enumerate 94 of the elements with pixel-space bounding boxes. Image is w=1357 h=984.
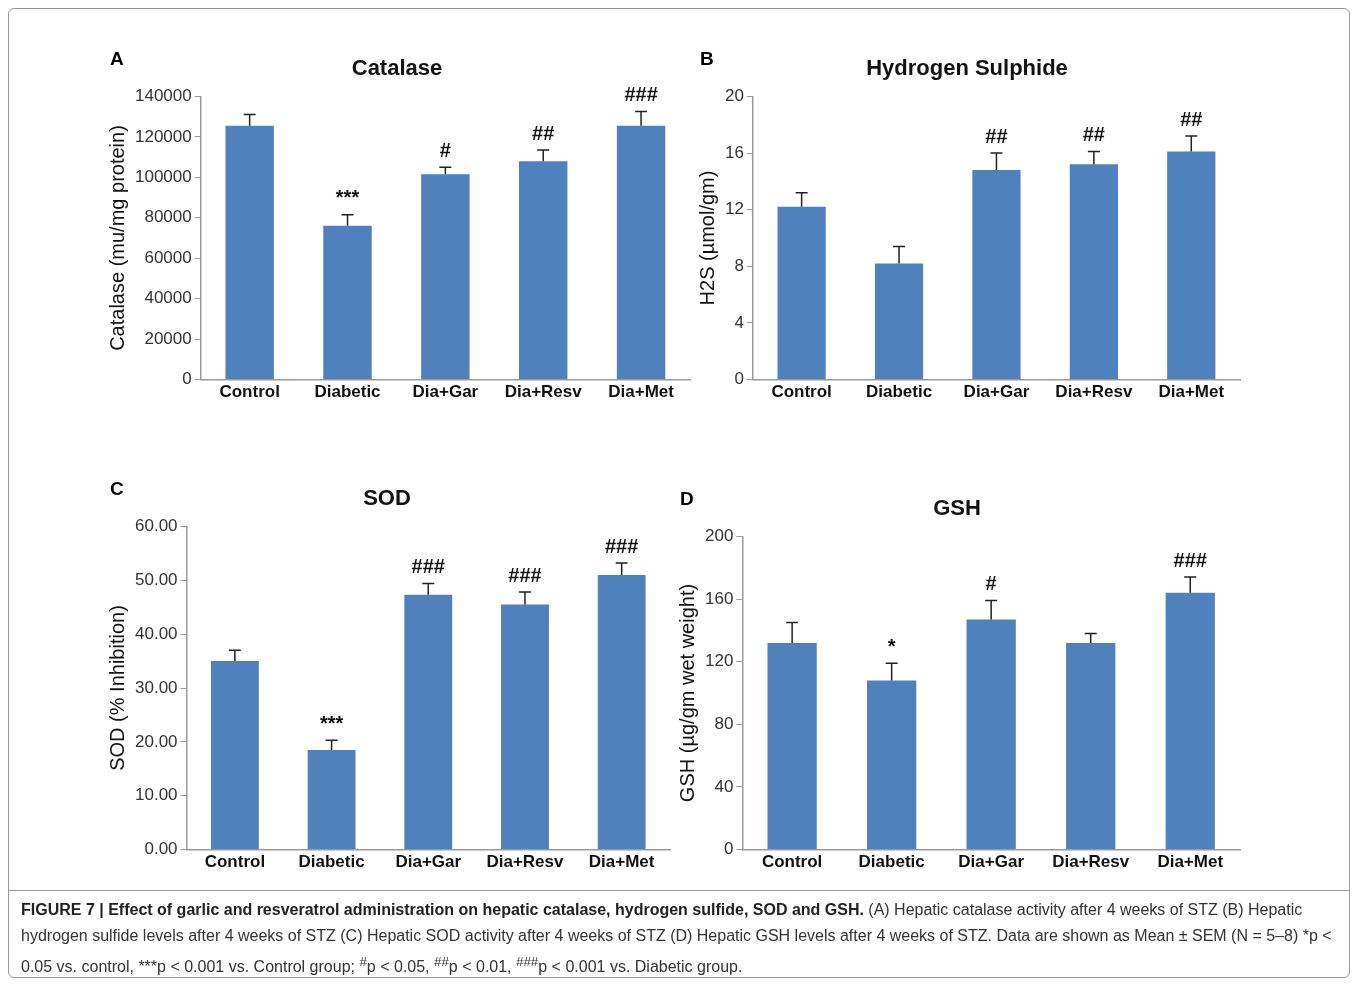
x-tick-label: Control	[771, 382, 832, 402]
bar	[867, 680, 917, 850]
bar	[519, 161, 568, 380]
data-label: ###	[1173, 548, 1207, 571]
x-tick-label: Dia+Resv	[1052, 852, 1130, 872]
data-label: ***	[335, 186, 360, 209]
x-tick-label: Diabetic	[314, 382, 381, 402]
y-tick-label: 0.00	[144, 839, 178, 859]
bar	[1167, 151, 1216, 380]
bar	[225, 125, 274, 380]
bar	[404, 594, 453, 850]
x-tick-label: Control	[204, 852, 266, 872]
text: C	[110, 477, 124, 499]
bar	[210, 661, 259, 850]
text: B	[700, 47, 714, 69]
x-tick-label: Dia+Met	[1158, 382, 1225, 402]
bar	[421, 174, 470, 380]
x-tick-label: Control	[219, 382, 280, 402]
bar	[616, 125, 666, 380]
data-label: ###	[624, 83, 658, 106]
x-tick-label: Diabetic	[298, 852, 365, 872]
y-tick-label: 0	[182, 369, 192, 389]
x-tick-label: Control	[761, 852, 823, 872]
bar	[874, 263, 924, 380]
chart-title: Catalase	[351, 55, 443, 81]
y-axis-title: SOD (% Inhibition)	[105, 605, 128, 771]
data-label: ###	[604, 534, 639, 557]
x-tick-label: Dia+Met	[1157, 852, 1224, 872]
text: FIGURE 7 | Effect of garlic and resveratrol administration on hepatic catalase, hydrogen sulfide, SOD and GSH.	[21, 901, 864, 918]
bar	[307, 749, 356, 850]
y-tick-label: 20000	[144, 328, 192, 348]
x-tick-label: Dia+Gar	[963, 382, 1030, 402]
x-tick-label: Dia+Resv	[504, 382, 583, 402]
data-label: #	[985, 572, 997, 595]
data-label: #	[439, 138, 451, 161]
x-tick-label: Dia+Gar	[412, 382, 479, 402]
bar	[767, 642, 817, 850]
bar	[1165, 592, 1215, 850]
x-tick-label: Dia+Met	[588, 852, 655, 872]
chart-title: Hydrogen Sulphide	[866, 55, 1068, 81]
y-tick-label: 40.00	[134, 623, 178, 643]
text: D	[680, 487, 694, 509]
data-label: ##	[985, 124, 1008, 147]
y-tick-label: 20.00	[134, 731, 178, 751]
bar	[323, 225, 372, 380]
y-tick-label: 80	[714, 714, 734, 734]
y-tick-label: 80000	[144, 207, 192, 227]
bar	[1069, 164, 1118, 380]
x-tick-label: Dia+Met	[608, 382, 675, 402]
y-tick-label: 100000	[134, 167, 192, 186]
data-label: ##	[532, 121, 555, 144]
y-tick-label: 0	[723, 839, 734, 859]
data-label: ###	[411, 555, 445, 578]
x-tick-label: Dia+Resv	[1055, 382, 1133, 402]
chart-title: SOD	[363, 485, 411, 511]
y-tick-label: 60000	[144, 247, 192, 267]
y-axis-title: H2S (µmol/gm)	[695, 170, 718, 306]
bar	[501, 604, 549, 850]
y-tick-label: 8	[734, 256, 744, 276]
y-tick-label: 16	[724, 142, 744, 162]
data-label: *	[887, 634, 896, 657]
y-tick-label: 12	[724, 199, 744, 219]
y-tick-label: 40000	[144, 288, 192, 308]
y-tick-label: 40	[714, 776, 734, 796]
y-tick-label: 120000	[134, 126, 192, 146]
x-tick-label: Diabetic	[865, 382, 933, 402]
y-axis-title: Catalase (mu/mg protein)	[105, 125, 128, 351]
data-label: ##	[1082, 123, 1105, 146]
y-tick-label: 0	[734, 369, 744, 389]
y-tick-label: 50.00	[134, 569, 178, 589]
x-tick-label: Dia+Gar	[958, 852, 1025, 872]
bar	[597, 574, 646, 850]
bar	[1066, 642, 1116, 850]
bar	[777, 206, 826, 380]
data-label: ##	[1180, 107, 1203, 130]
text: A	[110, 47, 124, 69]
bar	[966, 619, 1016, 850]
y-tick-label: 30.00	[134, 677, 178, 697]
chart-title: GSH	[933, 495, 981, 521]
y-axis-title: GSH (µg/gm wet weight)	[675, 583, 698, 803]
y-tick-label: 140000	[134, 86, 192, 106]
y-tick-label: 160	[704, 588, 734, 608]
y-tick-label: 4	[734, 312, 744, 332]
x-tick-label: Dia+Gar	[395, 852, 462, 872]
x-tick-label: Dia+Resv	[486, 852, 565, 872]
y-tick-label: 120	[704, 651, 734, 671]
data-label: ***	[319, 711, 344, 734]
y-tick-label: 60.00	[134, 516, 178, 536]
data-label: ###	[508, 563, 542, 586]
bar	[972, 170, 1021, 380]
x-tick-label: Diabetic	[858, 852, 925, 872]
y-tick-label: 20	[724, 86, 744, 106]
y-tick-label: 10.00	[134, 785, 178, 805]
y-tick-label: 200	[704, 526, 734, 546]
